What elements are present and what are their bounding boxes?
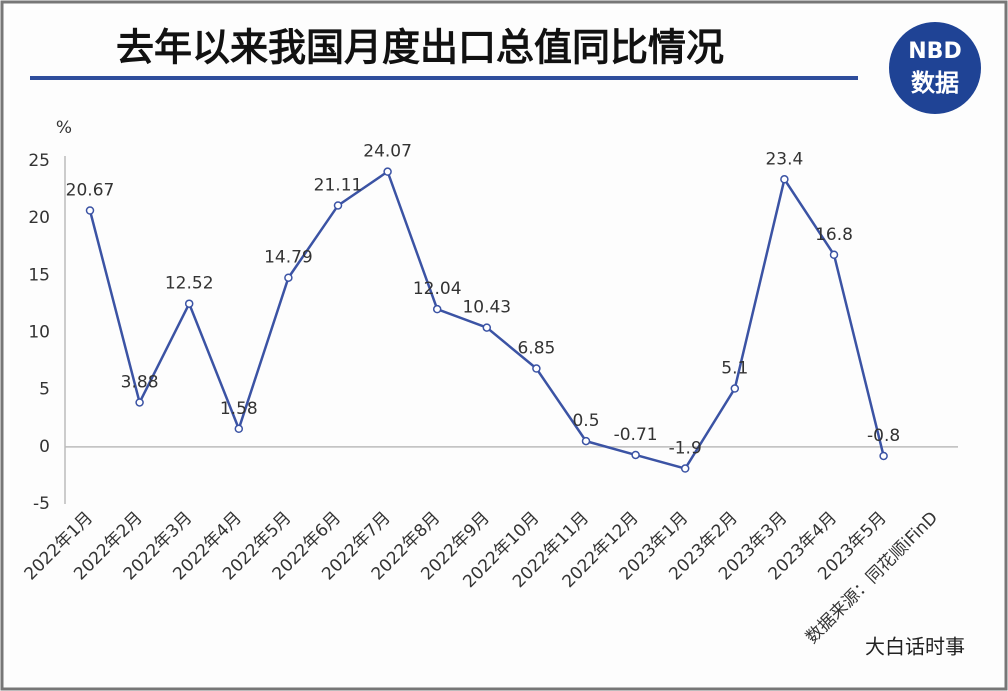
logo [889,22,981,114]
point [284,273,293,282]
chart-title: 去年以来我国月度出口总值同比情况 [116,26,724,70]
logo-top: NBD [908,39,961,64]
value-label: 1.58 [220,399,258,419]
value-label: 16.8 [815,225,853,245]
y-tick-label: 0 [39,437,50,457]
value-label: 0.5 [572,411,599,431]
point [184,299,194,308]
point [829,250,839,260]
value-label: -0.8 [867,426,900,446]
y-tick-label: 25 [28,151,50,171]
point [581,436,591,446]
y-tick-label: 20 [28,208,50,228]
point [383,167,392,176]
value-label: 12.52 [165,274,214,294]
point [532,364,541,373]
value-label: 24.07 [363,142,412,162]
point [680,464,690,473]
point [333,201,343,210]
watermark: 大白话时事 [865,635,965,659]
value-label: 23.4 [765,149,803,169]
y-tick-label: 15 [28,265,50,285]
value-label: 10.43 [462,298,511,318]
value-label: 3.88 [121,372,159,392]
logo-bottom: 数据 [911,69,959,97]
value-label: 21.11 [314,175,363,195]
point [730,384,740,393]
value-label: 12.04 [413,279,462,299]
point [234,424,244,434]
point [482,323,492,332]
y-tick-label: -5 [33,494,50,514]
point [432,304,442,314]
value-label: -1.9 [669,439,702,459]
y-axis-label: % [56,118,72,138]
point [631,450,640,460]
value-label: -0.71 [614,425,658,445]
point [780,175,789,184]
y-tick-label: 5 [39,380,50,400]
y-tick-label: 10 [28,323,50,343]
value-label: 20.67 [66,181,115,201]
title-underline [30,76,858,80]
value-label: 6.85 [517,339,555,359]
point [135,398,144,407]
point [879,451,888,461]
point [85,206,95,215]
value-label: 5.1 [721,359,748,379]
value-label: 14.79 [264,248,313,268]
